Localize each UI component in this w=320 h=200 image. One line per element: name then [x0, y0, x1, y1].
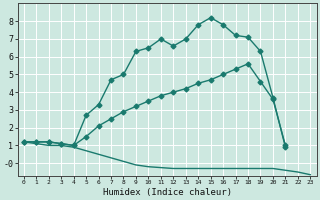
- X-axis label: Humidex (Indice chaleur): Humidex (Indice chaleur): [103, 188, 232, 197]
